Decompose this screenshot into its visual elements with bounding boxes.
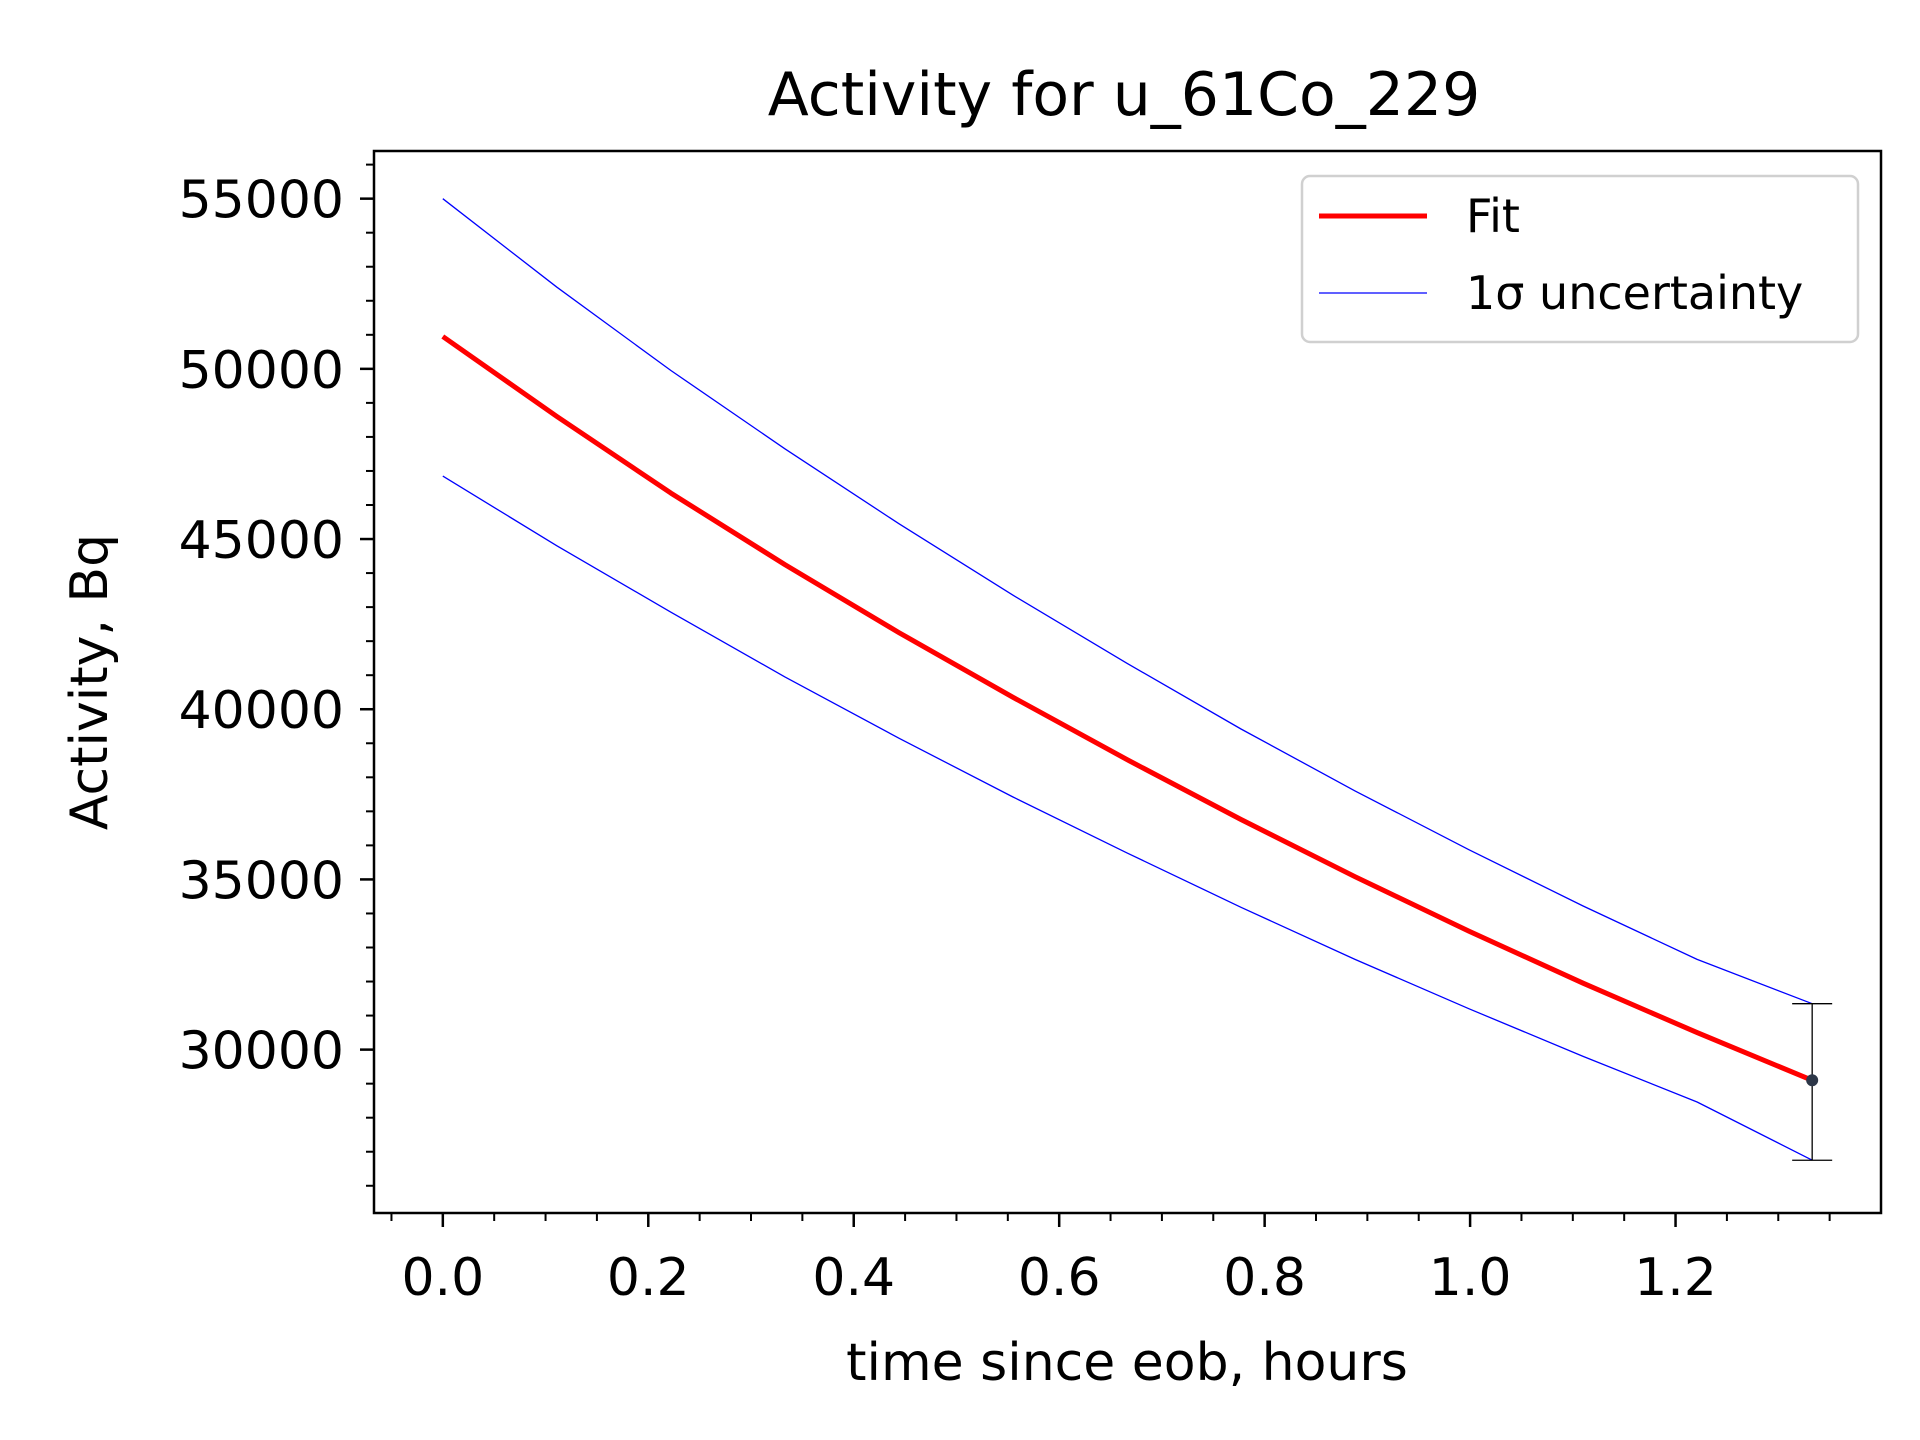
y-axis-label: Activity, Bq [60, 534, 120, 830]
uncertainty-lower-line [442, 475, 1813, 1161]
uncertainty-upper-line [442, 198, 1813, 1005]
y-tick-label: 45000 [179, 511, 344, 571]
y-tick-label: 30000 [179, 1022, 344, 1082]
y-tick-label: 50000 [179, 341, 344, 401]
x-tick-label: 0.6 [1018, 1248, 1101, 1308]
plot-frame [372, 149, 1883, 1215]
chart-title: Activity for u_61Co_229 [768, 60, 1481, 130]
fit-line [441, 334, 1814, 1083]
x-tick-label: 1.0 [1429, 1248, 1512, 1308]
measurement-layer [1792, 1003, 1833, 1161]
series-layer [441, 198, 1814, 1161]
x-axis: 0.0 0.2 0.4 0.6 0.8 1.0 1.2 [390, 1213, 1831, 1308]
legend-label-fit: Fit [1466, 189, 1520, 243]
y-axis: 30000 35000 40000 45000 50000 55000 [179, 163, 374, 1187]
x-tick-label: 0.0 [401, 1248, 484, 1308]
x-axis-label: time since eob, hours [846, 1333, 1408, 1393]
x-tick-label: 1.2 [1634, 1248, 1717, 1308]
legend-label-uncertainty: 1σ uncertainty [1466, 266, 1803, 320]
legend: Fit 1σ uncertainty [1300, 174, 1860, 344]
legend-box [1300, 174, 1860, 344]
measurement-point [1806, 1074, 1819, 1087]
x-tick-label: 0.4 [812, 1248, 895, 1308]
x-tick-label: 0.8 [1223, 1248, 1306, 1308]
x-tick-label: 0.2 [607, 1248, 690, 1308]
y-tick-label: 55000 [179, 171, 344, 231]
y-tick-label: 40000 [179, 681, 344, 741]
y-tick-label: 35000 [179, 851, 344, 911]
